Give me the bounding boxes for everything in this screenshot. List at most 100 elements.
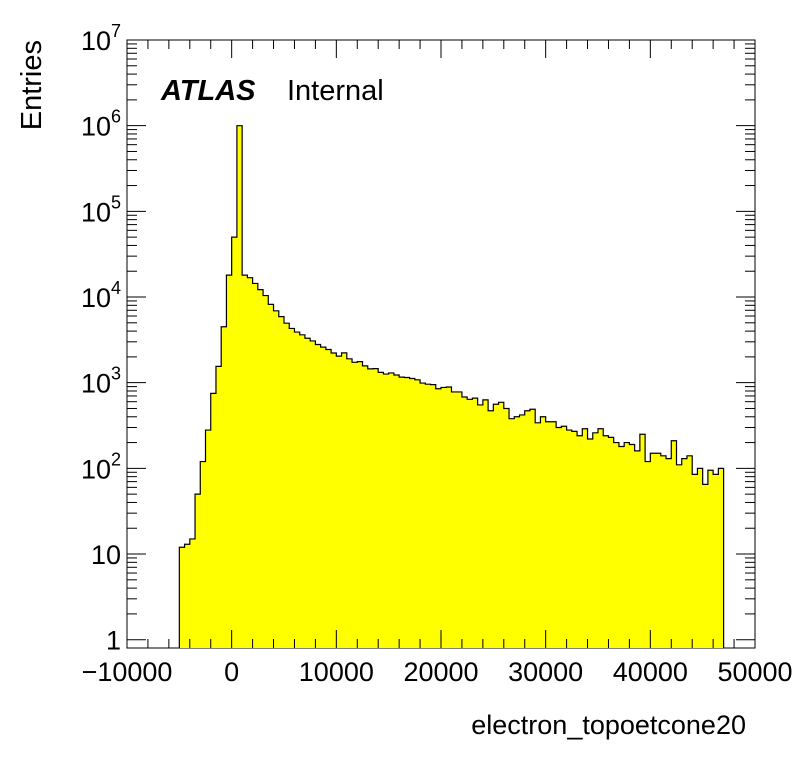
histogram-bin bbox=[179, 547, 185, 648]
histogram-bin bbox=[367, 368, 374, 648]
histogram-bin bbox=[477, 404, 484, 648]
atlas-label: ATLAS bbox=[160, 75, 256, 107]
histogram-bin bbox=[509, 418, 515, 648]
histogram-bin bbox=[561, 426, 567, 648]
histogram-bin bbox=[718, 468, 724, 648]
histogram-bin bbox=[331, 353, 337, 648]
histogram-bin bbox=[582, 428, 588, 648]
histogram-bin bbox=[566, 430, 573, 648]
y-tick-label: 1 bbox=[106, 626, 121, 656]
histogram-bin bbox=[378, 372, 384, 648]
histogram-bin bbox=[441, 387, 447, 648]
histogram-bin bbox=[472, 398, 478, 648]
histogram-bin bbox=[467, 399, 473, 648]
histogram-bin bbox=[587, 439, 594, 648]
histogram-bin bbox=[289, 328, 295, 648]
histogram-bin bbox=[613, 442, 620, 648]
histogram-bin bbox=[268, 304, 274, 648]
y-tick-label-exponent: 4 bbox=[111, 278, 121, 298]
histogram-bin bbox=[294, 332, 300, 648]
histogram-bin bbox=[482, 399, 489, 648]
histogram-bin bbox=[550, 421, 557, 648]
x-tick-label: 0 bbox=[224, 657, 239, 687]
y-axis-ticks bbox=[127, 39, 755, 641]
histogram-bin bbox=[603, 435, 609, 648]
histogram-bin bbox=[529, 409, 536, 648]
histogram-bin bbox=[200, 461, 206, 648]
histogram-bin bbox=[713, 474, 719, 648]
y-tick-label: 10 bbox=[81, 112, 111, 142]
y-tick-label: 10 bbox=[91, 540, 121, 570]
histogram-bin bbox=[247, 277, 253, 648]
histogram-bin bbox=[571, 431, 578, 648]
y-axis-title: Entries bbox=[16, 40, 48, 130]
histogram-bin bbox=[608, 437, 614, 648]
x-tick-label: 40000 bbox=[613, 657, 688, 687]
histogram-bin bbox=[425, 384, 431, 648]
histogram-bin bbox=[686, 455, 693, 648]
histogram-bin bbox=[414, 379, 421, 648]
histogram-bin bbox=[284, 323, 290, 648]
histogram-bin bbox=[336, 356, 342, 648]
internal-label: Internal bbox=[287, 75, 384, 107]
histogram-bin bbox=[299, 334, 306, 648]
y-tick-label: 10 bbox=[81, 283, 111, 313]
histogram-bin bbox=[420, 383, 426, 648]
histogram-bin bbox=[598, 428, 604, 648]
histogram-bin bbox=[357, 361, 363, 648]
histogram-bin bbox=[634, 450, 641, 648]
histogram-bin bbox=[681, 458, 688, 648]
histogram-bin bbox=[671, 440, 677, 648]
y-tick-label: 10 bbox=[81, 26, 111, 56]
histogram-bin bbox=[639, 434, 646, 648]
histogram-bin bbox=[210, 393, 217, 648]
histogram-bin bbox=[242, 275, 248, 648]
histogram-bin bbox=[629, 444, 635, 648]
histogram-bin bbox=[456, 391, 463, 648]
histogram-bin bbox=[707, 470, 714, 648]
histogram-bin bbox=[592, 432, 599, 648]
y-tick-label: 10 bbox=[81, 197, 111, 227]
histogram-bin bbox=[362, 365, 369, 648]
x-tick-label: 10000 bbox=[299, 657, 374, 687]
x-tick-labels: −10000 0 10000 20000 30000 40000 50000 bbox=[82, 657, 793, 687]
histogram-bin bbox=[697, 468, 703, 648]
histogram-bin bbox=[388, 372, 395, 648]
x-axis-title: electron_topoetcone20 bbox=[471, 710, 746, 740]
histogram-bin bbox=[540, 416, 546, 648]
histogram-bin bbox=[320, 347, 327, 648]
histogram-bin bbox=[404, 377, 410, 648]
histogram-bin bbox=[692, 474, 698, 648]
y-tick-label-exponent: 6 bbox=[111, 107, 121, 127]
histogram-bin bbox=[535, 422, 541, 648]
histogram-bin bbox=[514, 416, 520, 648]
histogram-bin bbox=[352, 362, 358, 648]
histogram-bin bbox=[545, 421, 552, 648]
histogram-bins bbox=[178, 125, 725, 649]
histogram-bin bbox=[221, 326, 227, 648]
histogram-bin bbox=[660, 455, 667, 648]
x-axis-ticks bbox=[126, 40, 756, 648]
histogram-bin bbox=[488, 410, 494, 648]
histogram-bin bbox=[346, 358, 353, 648]
histogram-bin bbox=[393, 374, 400, 648]
y-tick-label-exponent: 7 bbox=[111, 21, 121, 41]
histogram-bin bbox=[435, 388, 442, 648]
histogram-bin bbox=[383, 374, 389, 648]
x-tick-label: 50000 bbox=[717, 657, 792, 687]
x-tick-label: −10000 bbox=[82, 657, 173, 687]
histogram-bin bbox=[231, 237, 238, 648]
histogram-bin bbox=[325, 349, 332, 648]
histogram-bin bbox=[702, 484, 709, 648]
histogram-bin bbox=[519, 414, 526, 648]
histogram-bin bbox=[493, 404, 499, 648]
x-tick-label: 30000 bbox=[508, 657, 583, 687]
histogram-bin bbox=[341, 352, 348, 648]
histogram-bin bbox=[310, 340, 316, 648]
histogram-bin bbox=[184, 544, 191, 648]
histogram-bin bbox=[189, 538, 196, 648]
histogram-bin bbox=[451, 391, 457, 648]
histogram-bin bbox=[666, 458, 672, 648]
histogram-bin bbox=[645, 461, 651, 648]
